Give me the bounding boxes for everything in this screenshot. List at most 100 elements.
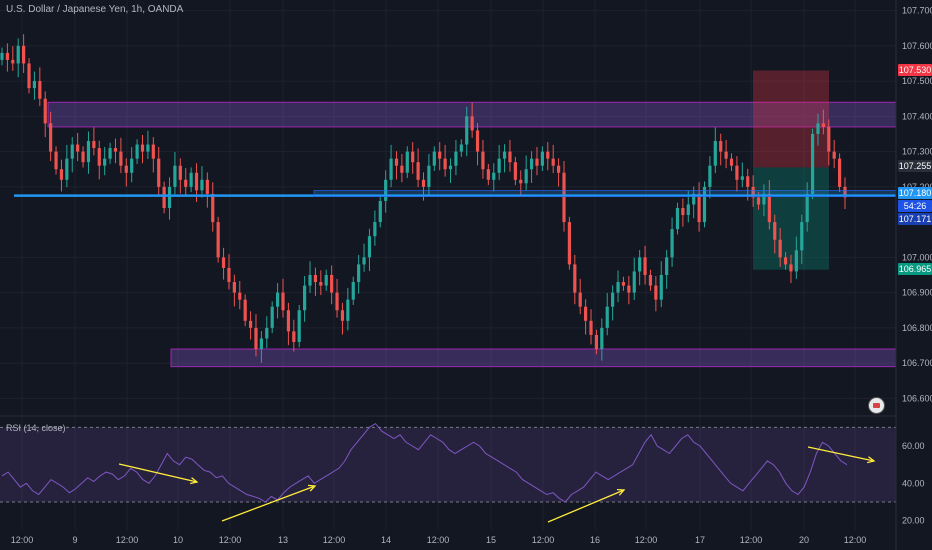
candle-body bbox=[481, 151, 485, 170]
candle-body bbox=[827, 126, 831, 152]
candle-body bbox=[713, 141, 717, 166]
candle-body bbox=[800, 222, 804, 251]
candle-body bbox=[373, 222, 377, 237]
candle-body bbox=[648, 274, 653, 286]
candle-body bbox=[5, 52, 10, 60]
candle-body bbox=[643, 257, 647, 275]
horizontal-levels[interactable] bbox=[14, 190, 897, 197]
candle-body bbox=[665, 257, 669, 275]
rsi-line bbox=[1, 422, 848, 503]
candle-body bbox=[216, 222, 220, 258]
rsi-band-fill bbox=[0, 427, 896, 502]
time-tick-label: 12:00 bbox=[532, 535, 555, 545]
candle-body bbox=[27, 63, 31, 89]
candle-body bbox=[232, 282, 236, 293]
candle-body bbox=[470, 116, 474, 131]
time-axis[interactable]: 12:00 9 12:00 10 12:00 13 12:00 14 12:00 15 12:00 1… bbox=[11, 535, 867, 545]
rsi-indicator-label[interactable]: RSI (14, close) bbox=[6, 423, 66, 433]
stop-price-tag: 106.965 bbox=[898, 263, 932, 275]
candle-body bbox=[367, 236, 372, 258]
candle-body bbox=[654, 285, 658, 300]
alert-icon[interactable] bbox=[868, 397, 885, 414]
trend-arrow-line bbox=[118, 463, 198, 483]
trend-arrow-head bbox=[867, 456, 876, 464]
candle-body bbox=[22, 45, 26, 64]
candle-body bbox=[259, 338, 263, 350]
candle-body bbox=[594, 334, 599, 350]
last-price-tag: 107.180 bbox=[898, 187, 932, 199]
candle-body bbox=[173, 165, 177, 187]
candle-body bbox=[762, 193, 766, 205]
candle-body bbox=[346, 299, 350, 321]
candle-body bbox=[211, 193, 215, 223]
candle-body bbox=[205, 179, 209, 194]
candle-body bbox=[324, 274, 328, 286]
candle-body bbox=[92, 141, 96, 149]
candle-body bbox=[81, 151, 85, 163]
candle-body bbox=[351, 282, 355, 300]
candle-body bbox=[421, 179, 426, 187]
candle-body bbox=[805, 193, 809, 223]
candle-body bbox=[573, 264, 577, 293]
candle-body bbox=[313, 274, 318, 283]
candle-body bbox=[756, 197, 761, 205]
bar-countdown-tag: 54:26 bbox=[898, 200, 932, 212]
candle-body bbox=[59, 169, 64, 180]
candle-body bbox=[578, 292, 582, 307]
candle-body bbox=[11, 59, 15, 64]
candle-body bbox=[454, 151, 458, 166]
candle-body bbox=[697, 193, 701, 223]
candle-body bbox=[729, 158, 734, 166]
candle-body bbox=[151, 144, 155, 159]
candle-body bbox=[400, 165, 404, 173]
time-tick-label: 10 bbox=[173, 535, 183, 545]
bid-price-tag: 107.171 bbox=[898, 213, 932, 225]
candlestick-series[interactable] bbox=[0, 34, 847, 363]
candle-body bbox=[270, 306, 274, 328]
candle-body bbox=[157, 158, 161, 187]
candle-body bbox=[556, 165, 561, 173]
candle-body bbox=[221, 257, 226, 268]
candle-body bbox=[194, 172, 199, 191]
long-position-tool[interactable] bbox=[753, 70, 829, 270]
candle-body bbox=[281, 292, 285, 311]
candle-body bbox=[243, 299, 247, 321]
candle-body bbox=[119, 151, 123, 166]
candle-body bbox=[778, 239, 782, 258]
price-tick-label: 107.000 bbox=[902, 252, 932, 262]
candle-body bbox=[124, 165, 128, 173]
candle-body bbox=[43, 98, 47, 124]
target-price-tag: 107.530 bbox=[898, 64, 932, 76]
candle-body bbox=[76, 144, 80, 152]
candle-body bbox=[540, 151, 544, 166]
price-tick-label: 106.800 bbox=[902, 323, 932, 333]
candle-body bbox=[130, 158, 134, 173]
candle-body bbox=[292, 331, 296, 342]
candle-body bbox=[529, 158, 534, 170]
candle-body bbox=[513, 162, 517, 180]
candle-body bbox=[378, 200, 382, 223]
candle-body bbox=[740, 176, 744, 180]
price-tick-label: 106.900 bbox=[902, 288, 932, 298]
candle-body bbox=[340, 310, 345, 321]
rsi-pane[interactable] bbox=[0, 422, 896, 503]
candle-body bbox=[719, 141, 723, 152]
candle-body bbox=[405, 151, 409, 173]
rsi-axis[interactable]: 60.00 40.00 20.00 bbox=[902, 441, 925, 526]
candle-body bbox=[308, 274, 312, 286]
candle-body bbox=[589, 320, 593, 335]
trend-arrow-line bbox=[807, 446, 875, 462]
candle-body bbox=[681, 208, 685, 216]
candle-body bbox=[611, 292, 615, 307]
candle-body bbox=[702, 186, 707, 223]
candle-body bbox=[584, 306, 588, 321]
candle-body bbox=[427, 165, 431, 187]
candle-body bbox=[178, 165, 182, 180]
trend-arrows[interactable] bbox=[118, 446, 876, 523]
candle-body bbox=[670, 229, 674, 258]
price-axis[interactable]: 107.700 107.600 107.500 107.400 107.300 107.2… bbox=[902, 6, 932, 404]
candle-body bbox=[135, 144, 139, 159]
price-tick-label: 107.300 bbox=[902, 147, 932, 157]
candle-body bbox=[605, 306, 609, 328]
